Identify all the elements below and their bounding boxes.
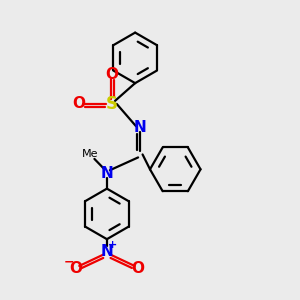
Text: −: −: [64, 256, 74, 269]
Text: O: O: [72, 96, 85, 111]
Text: S: S: [105, 95, 117, 113]
Text: N: N: [100, 244, 113, 259]
Text: O: O: [132, 261, 145, 276]
Text: N: N: [100, 166, 113, 181]
Text: N: N: [133, 120, 146, 135]
Text: +: +: [108, 240, 118, 250]
Text: Me: Me: [82, 149, 99, 160]
Text: O: O: [105, 67, 118, 82]
Text: O: O: [69, 261, 82, 276]
